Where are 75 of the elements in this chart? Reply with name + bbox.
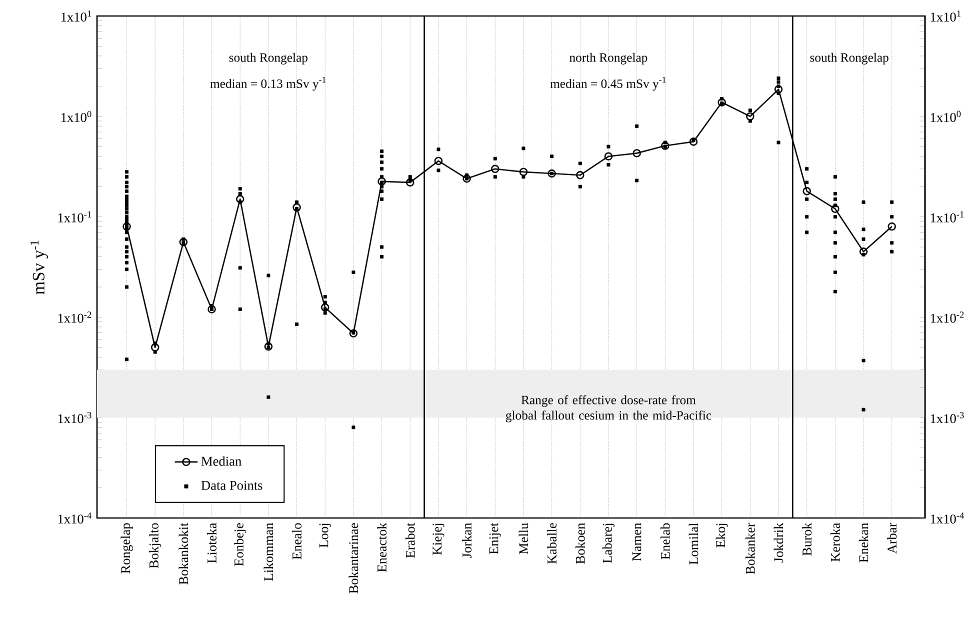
point bbox=[718, 98, 726, 106]
y-tick-label: 1x10$^{-2}$ bbox=[930, 312, 964, 323]
x-tick-label: Lomilal bbox=[688, 522, 698, 565]
x-tick-label: Enijet bbox=[489, 522, 501, 554]
y-axis-title: mSv y$^{-1}$ bbox=[30, 240, 48, 294]
y-tick-label: 1x10$^{-1}$ bbox=[930, 211, 964, 222]
text: 1x10$^{-1}$ bbox=[58, 211, 92, 222]
x-tick-label: Enelab bbox=[660, 523, 670, 560]
x-tick-label: Lioteka bbox=[207, 522, 216, 564]
x-tick-label: Bokantarinae bbox=[348, 523, 358, 594]
point bbox=[179, 238, 188, 246]
point bbox=[320, 303, 330, 312]
point bbox=[746, 112, 754, 121]
point bbox=[802, 187, 811, 196]
x-tick-label: Looj bbox=[319, 524, 331, 548]
point bbox=[349, 329, 358, 338]
point bbox=[264, 342, 273, 351]
x-tick-label: Rongelap bbox=[120, 523, 133, 574]
y-tick-label: 1x10$^{1}$ bbox=[930, 10, 960, 22]
text: 1x10$^{0}$ bbox=[61, 110, 92, 122]
x-tick-label: Kiejej bbox=[432, 524, 444, 555]
point bbox=[406, 178, 414, 187]
point bbox=[576, 171, 584, 180]
point bbox=[150, 343, 160, 352]
text: 1x10$^{-4}$ bbox=[58, 512, 92, 524]
point bbox=[491, 164, 500, 174]
band-label: Range of effective dose-rate from global fallout cesium in the mid-Pacific bbox=[506, 395, 712, 422]
x-tick-label: Bokjalto bbox=[149, 523, 162, 568]
point bbox=[689, 138, 698, 146]
x-tick-label: Bokanker bbox=[745, 522, 755, 574]
y-tick-label: 1x10$^{-3}$ bbox=[930, 412, 964, 424]
point bbox=[519, 168, 528, 176]
point bbox=[292, 203, 301, 212]
point bbox=[661, 142, 670, 150]
x-tick-label: Eonbeje bbox=[234, 523, 246, 566]
x-tick-label: Keroka bbox=[830, 522, 840, 562]
annotation: south Rongelap bbox=[229, 52, 308, 64]
point bbox=[859, 247, 868, 256]
point bbox=[462, 174, 471, 183]
x-tick-label: Ekoj bbox=[716, 524, 728, 548]
text: 1x10$^{1}$ bbox=[61, 10, 92, 22]
point bbox=[236, 194, 244, 204]
point bbox=[604, 152, 613, 160]
annotation: north Rongelap bbox=[570, 52, 648, 64]
x-tick-label: Bokoen bbox=[575, 522, 585, 564]
x-tick-label: Arbar bbox=[887, 522, 897, 554]
legend-label: Data Points bbox=[201, 480, 262, 490]
x-tick-label: Enealo bbox=[292, 523, 302, 560]
point bbox=[831, 204, 840, 213]
x-tick-label: Jokdrik bbox=[774, 522, 784, 562]
x-tick-label: Kaballe bbox=[547, 523, 556, 564]
point bbox=[378, 177, 386, 186]
point bbox=[632, 149, 641, 158]
x-tick-label: Erabot bbox=[405, 522, 415, 558]
annotation: south Rongelap bbox=[810, 52, 888, 64]
x-tick-label: Mellu bbox=[518, 522, 528, 554]
point bbox=[434, 156, 443, 166]
point bbox=[774, 85, 783, 94]
legend-label: Median bbox=[201, 456, 242, 466]
text: 1x10$^{-3}$ bbox=[58, 412, 92, 424]
x-tick-label: Burok bbox=[802, 522, 812, 556]
text: 1x10$^{-2}$ bbox=[58, 312, 92, 323]
x-tick-label: Namen bbox=[632, 522, 642, 561]
point bbox=[888, 222, 896, 231]
point bbox=[122, 222, 131, 231]
y-tick-label: 1x10$^{0}$ bbox=[930, 110, 961, 122]
annotation: median = 0.45 mSv y$^{-1}$ bbox=[550, 76, 666, 91]
y-tick-label: 1x10$^{-4}$ bbox=[930, 512, 964, 524]
annotation: median = 0.13 mSv y$^{-1}$ bbox=[210, 76, 326, 91]
x-tick-label: Likomman bbox=[264, 522, 274, 581]
x-tick-label: Eneactok bbox=[377, 522, 386, 572]
x-tick-label: Enekan bbox=[858, 522, 868, 562]
x-tick-label: Labarej bbox=[602, 524, 615, 564]
x-tick-label: Bokankokit bbox=[178, 522, 188, 585]
x-tick-label: Jorkan bbox=[462, 522, 472, 558]
